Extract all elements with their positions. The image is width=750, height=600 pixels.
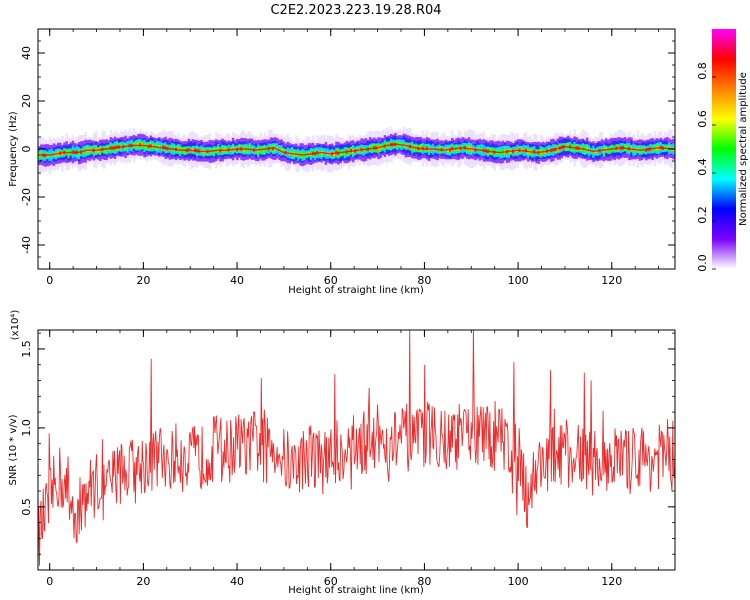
x-tick-label: 100 (508, 575, 529, 588)
spectrogram-x-label: Height of straight line (km) (288, 285, 424, 296)
y-tick-label: 40 (20, 46, 33, 60)
snr-x-ticks: 0 20 40 60 80 100 120 (46, 330, 660, 588)
spectrogram-cell (263, 145, 267, 155)
snr-frame (37, 329, 676, 571)
spectrogram-heatmap (38, 126, 675, 175)
spectrogram-peak-cell (449, 148, 452, 152)
x-tick-label: 120 (601, 274, 622, 287)
spectrogram-peak-cell (61, 151, 64, 156)
spectrogram-cell (248, 144, 252, 153)
spectrogram-cell (38, 152, 41, 159)
spectrogram-peak-cell (276, 146, 279, 150)
x-tick-label: 100 (508, 274, 529, 287)
x-tick-label: 40 (230, 575, 244, 588)
spectrogram-cell (602, 146, 606, 156)
spectrogram-cell (402, 142, 406, 147)
spectrogram-peak-cell (594, 150, 598, 154)
snr-y-label: SNR (10 * v/v) (8, 414, 19, 485)
x-tick-label: 60 (324, 274, 338, 287)
x-tick-label: 40 (230, 274, 244, 287)
spectrogram-x-ticks: 0 20 40 60 80 100 120 (46, 29, 660, 287)
colorbar-tick-label: 0.6 (696, 110, 709, 128)
colorbar-label: Normalized spectral amplitude (738, 72, 749, 226)
y-tick-label: 0 (20, 146, 33, 153)
spectrogram-cell (623, 144, 627, 152)
snr-panel: 0 20 40 60 80 100 120 0.5 1.0 1.5 Height of stra… (8, 310, 676, 596)
spectrogram-peak-cell (280, 148, 283, 153)
spectrogram-cell (261, 145, 265, 155)
spectrogram-peak-cell (379, 146, 383, 150)
colorbar-tick-label: 0.8 (696, 62, 709, 80)
x-tick-label: 20 (136, 575, 150, 588)
spectrogram-cell (67, 149, 71, 157)
x-tick-label: 120 (601, 575, 622, 588)
x-tick-label: 0 (46, 274, 53, 287)
spectrogram-peak-cell (586, 147, 589, 151)
spectrogram-cell (362, 147, 366, 154)
snr-y-ticks: 0.5 1.0 1.5 (20, 332, 675, 571)
snr-series-line (38, 330, 675, 566)
spectrogram-peak-cell (257, 149, 260, 153)
chart-title: C2E2.2023.223.19.28.R04 (270, 3, 441, 18)
spectrogram-y-label: Frequency (Hz) (8, 111, 19, 187)
spectrogram-cell (282, 149, 286, 154)
colorbar-tick-label: 0.2 (696, 206, 709, 224)
x-tick-label: 80 (417, 575, 431, 588)
spectrogram-peak-cell (645, 148, 648, 152)
spectrogram-peak-cell (333, 152, 336, 156)
spectrogram-cell (105, 145, 109, 155)
y-tick-label: 20 (20, 94, 33, 108)
spectrogram-cell (607, 147, 610, 153)
snr-y-multiplier: (x10⁴) (10, 310, 21, 341)
y-tick-label: 0.5 (20, 498, 33, 516)
x-tick-label: 0 (46, 575, 53, 588)
y-tick-label: -20 (20, 188, 33, 206)
y-tick-label: -40 (20, 236, 33, 254)
colorbar-tick-label: 0.0 (696, 254, 709, 272)
spectrogram-peak-cell (177, 147, 180, 151)
colorbar-gradient (712, 29, 736, 269)
colorbar: 0.0 0.2 0.4 0.6 0.8 Normalized spectral ampl… (696, 29, 749, 272)
spectrogram-cell (78, 149, 81, 158)
colorbar-tick-label: 0.4 (696, 158, 709, 176)
spectrogram-cell (339, 149, 342, 158)
x-tick-label: 20 (136, 274, 150, 287)
y-tick-label: 1.0 (20, 419, 33, 437)
y-tick-label: 1.5 (20, 340, 33, 358)
snr-x-label: Height of straight line (km) (288, 585, 424, 596)
spectrogram-ridge (38, 143, 675, 156)
colorbar-ticks: 0.0 0.2 0.4 0.6 0.8 (696, 62, 716, 272)
spectrogram-cell (343, 150, 347, 156)
spectrogram-peak-cell (512, 149, 515, 154)
x-tick-label: 60 (324, 575, 338, 588)
spectrogram-y-ticks: -40 -20 0 20 40 (20, 28, 675, 270)
spectrogram-panel: 0 20 40 60 80 100 120 -40 -20 0 20 40 Height of st… (8, 28, 676, 296)
x-tick-label: 80 (417, 274, 431, 287)
